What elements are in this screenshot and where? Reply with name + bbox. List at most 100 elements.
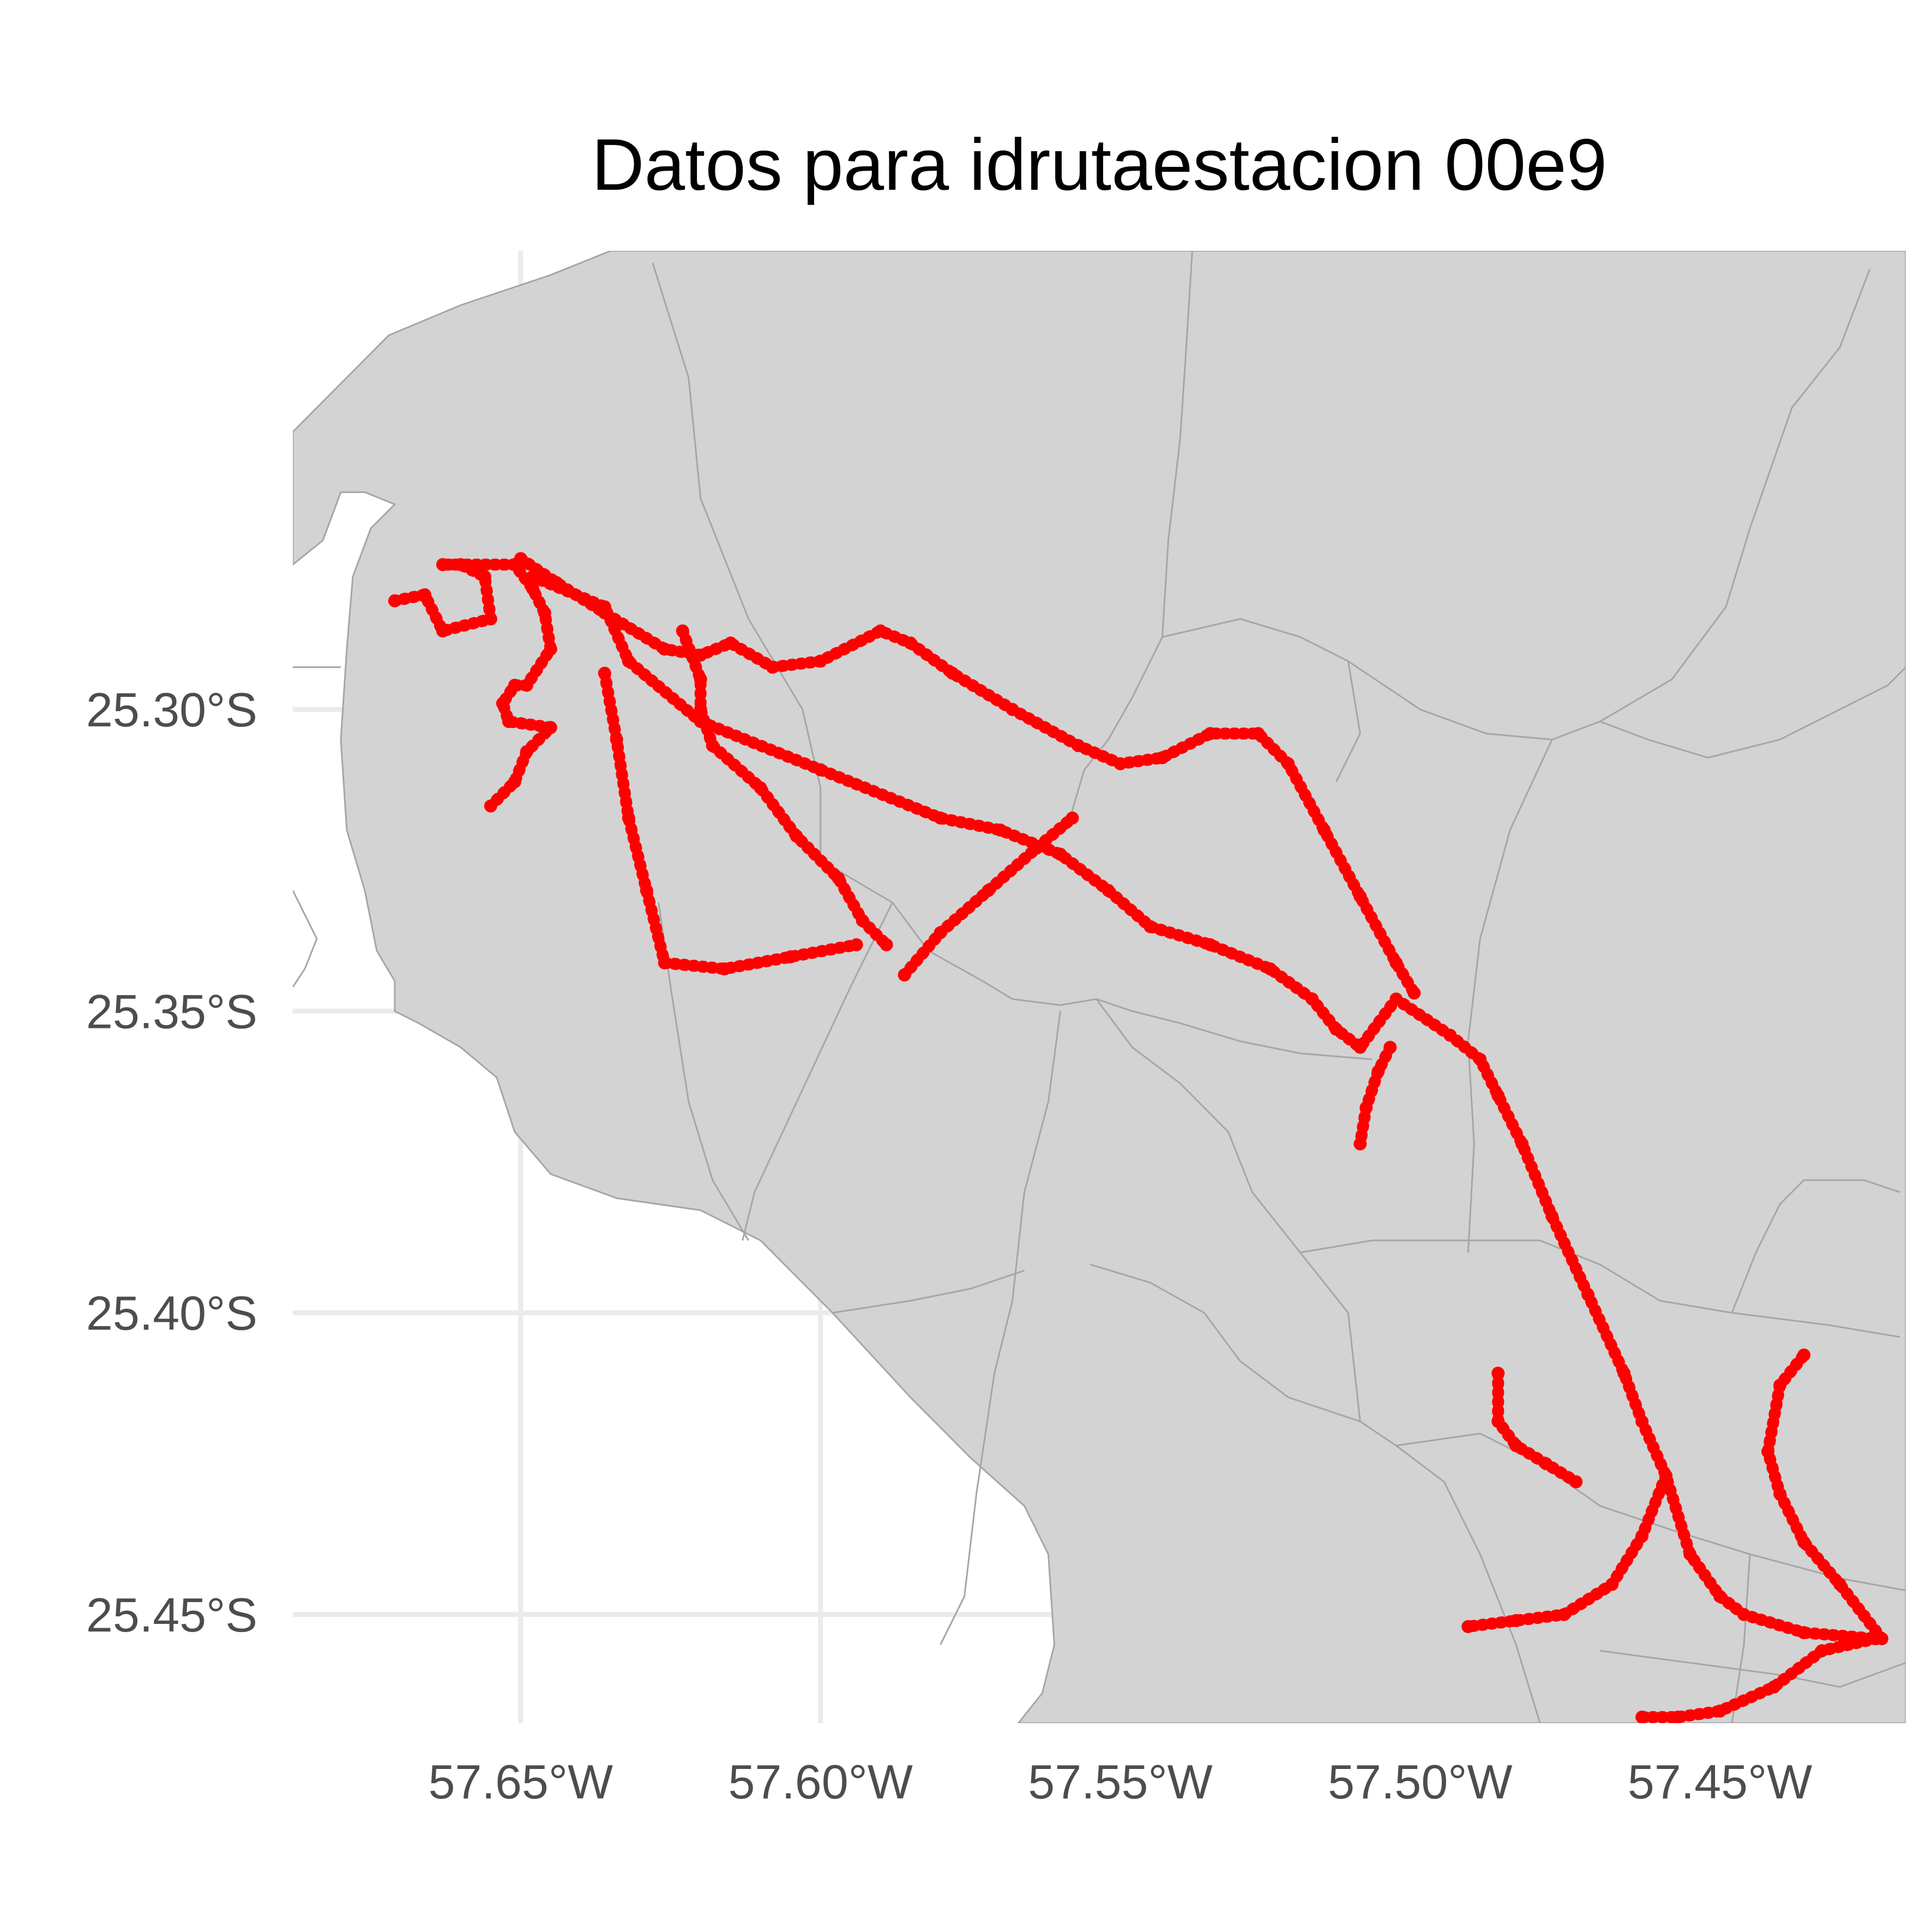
route-point-main-northwest-southeast-9 <box>1143 920 1157 934</box>
route-point-western-arc-3 <box>706 739 719 753</box>
route-point-south-branch-5 <box>1461 1620 1475 1633</box>
route-point-main-northwest-southeast-0 <box>526 570 539 583</box>
route-point-inner-northwest-loop-3 <box>484 612 497 625</box>
route-point-main-northwest-southeast-25 <box>1683 1548 1697 1561</box>
boundary-line-7 <box>1335 661 1361 783</box>
route-point-inner-northwest-loop-4 <box>478 570 491 583</box>
x-tick-label-3: 57.50°W <box>1328 1755 1512 1809</box>
route-point-inner-northwest-loop-14 <box>502 715 515 729</box>
route-point-scattered-middle-1 <box>1371 1064 1385 1078</box>
route-point-western-arc-8 <box>880 938 893 952</box>
route-point-main-northwest-southeast-21 <box>1581 1288 1595 1302</box>
chart-title: Datos para idrutaestacion 00e9 <box>592 124 1607 206</box>
route-point-main-northwest-southeast-15 <box>1389 992 1403 1006</box>
boundary-line-16 <box>1731 1179 1900 1314</box>
y-tick-label-1: 25.35°S <box>86 984 257 1038</box>
y-axis: 25.30°S 25.35°S 25.40°S 25.45°S <box>86 683 257 1642</box>
y-tick-label-3: 25.45°S <box>86 1588 257 1642</box>
route-point-south-western-hook-7 <box>850 938 863 952</box>
route-point-inner-northwest-loop-16 <box>520 745 533 759</box>
route-point-main-northwest-southeast-16 <box>1443 1028 1457 1042</box>
route-point-northwest-to-east-loop-11 <box>1006 702 1019 716</box>
route-point-south-western-hook-5 <box>718 962 731 976</box>
route-point-southwest-to-east-crossing-0 <box>898 968 911 982</box>
route-point-southeast-spur-5 <box>1773 1379 1787 1392</box>
boundary-line-14 <box>1300 1239 1900 1338</box>
route-point-south-branch-4 <box>1509 1614 1523 1627</box>
boundary-line-3 <box>742 902 893 1241</box>
x-tick-label-2: 57.55°W <box>1028 1755 1212 1809</box>
route-point-main-northwest-southeast-12 <box>1305 992 1319 1006</box>
route-point-northwest-to-east-loop-13 <box>1114 757 1127 771</box>
route-point-western-arc-4 <box>754 781 767 795</box>
route-point-southeast-tail-0 <box>1869 1632 1883 1646</box>
boundary-line-10 <box>940 1011 1061 1645</box>
route-scattered-middle <box>1354 1041 1397 1150</box>
route-point-main-northwest-southeast-19 <box>1515 1137 1529 1151</box>
land-polygon <box>293 251 1906 1723</box>
route-point-southeast-tail-2 <box>1767 1680 1781 1694</box>
boundary-line-11 <box>1096 998 1541 1723</box>
route-point-northwest-to-east-loop-15 <box>1203 727 1217 741</box>
route-point-northwest-to-east-loop-5 <box>724 636 737 650</box>
route-point-scattered-inner-4 <box>1569 1475 1583 1489</box>
y-tick-label-0: 25.30°S <box>86 683 257 737</box>
route-point-northwest-to-east-loop-3 <box>658 642 671 656</box>
route-point-scattered-inner-2 <box>1509 1439 1523 1452</box>
route-point-northwest-to-east-loop-10 <box>946 666 959 680</box>
route-point-south-branch-0 <box>1659 1469 1673 1483</box>
route-point-south-branch-3 <box>1557 1608 1571 1621</box>
route-point-southeast-tail-1 <box>1815 1644 1829 1658</box>
route-point-south-western-hook-0 <box>598 666 611 680</box>
route-point-northwest-to-east-loop-16 <box>1251 727 1265 741</box>
route-main-northwest-southeast <box>526 570 1882 1645</box>
route-point-southeast-spur-1 <box>1833 1578 1847 1591</box>
x-tick-label-1: 57.60°W <box>728 1755 912 1809</box>
route-point-western-arc-7 <box>856 914 869 928</box>
route-point-inner-northwest-loop-9 <box>538 606 551 619</box>
x-axis: 57.65°W 57.60°W 57.55°W 57.50°W 57.45°W <box>429 1755 1813 1809</box>
route-point-main-northwest-southeast-27 <box>1737 1608 1751 1621</box>
route-point-main-northwest-southeast-8 <box>1102 883 1115 897</box>
route-point-northwest-to-east-loop-9 <box>904 636 917 650</box>
route-point-main-northwest-southeast-6 <box>994 823 1007 837</box>
route-point-inner-northwest-loop-8 <box>526 582 539 595</box>
x-tick-label-4: 57.45°W <box>1628 1755 1812 1809</box>
route-point-southwest-to-east-crossing-4 <box>1066 811 1079 825</box>
route-south-western-hook <box>598 667 863 975</box>
boundary-line-12 <box>832 1269 1025 1314</box>
route-point-inner-northwest-loop-10 <box>544 642 557 656</box>
boundary-line-17 <box>1600 1650 1906 1688</box>
route-point-south-branch-2 <box>1605 1578 1619 1591</box>
route-point-inner-northwest-loop-13 <box>496 696 509 710</box>
route-point-northwest-to-east-loop-20 <box>1389 956 1403 970</box>
route-point-northwest-to-east-loop-6 <box>766 660 779 674</box>
route-point-main-northwest-southeast-20 <box>1545 1209 1559 1223</box>
route-point-northwest-to-east-loop-17 <box>1281 757 1295 771</box>
route-point-western-arc-0 <box>676 624 689 638</box>
route-point-northwest-to-east-loop-14 <box>1155 751 1169 765</box>
route-point-inner-northwest-loop-12 <box>508 678 521 692</box>
boundary-line-1 <box>293 890 318 988</box>
route-point-western-arc-5 <box>790 829 803 843</box>
route-point-western-arc-2 <box>694 702 707 716</box>
route-point-main-northwest-southeast-23 <box>1635 1415 1649 1428</box>
route-point-inner-northwest-loop-5 <box>454 558 467 571</box>
route-point-western-arc-6 <box>832 871 845 885</box>
route-point-southeast-spur-3 <box>1773 1487 1787 1501</box>
route-point-inner-northwest-loop-0 <box>388 594 401 607</box>
route-point-south-western-hook-1 <box>610 733 623 747</box>
route-point-main-northwest-southeast-26 <box>1713 1590 1727 1603</box>
route-point-main-northwest-southeast-22 <box>1617 1367 1631 1380</box>
route-point-main-northwest-southeast-4 <box>814 763 827 777</box>
route-point-southeast-tail-5 <box>1635 1710 1649 1723</box>
route-point-south-western-hook-6 <box>784 950 797 964</box>
route-point-southeast-spur-2 <box>1797 1536 1811 1549</box>
route-point-main-northwest-southeast-10 <box>1203 938 1217 952</box>
route-northwest-to-east-loop <box>514 552 1421 1000</box>
route-point-south-western-hook-2 <box>622 811 635 825</box>
route-point-inner-northwest-loop-2 <box>436 624 449 638</box>
route-point-northwest-to-east-loop-21 <box>1407 986 1421 1000</box>
route-point-main-northwest-southeast-2 <box>622 654 635 668</box>
